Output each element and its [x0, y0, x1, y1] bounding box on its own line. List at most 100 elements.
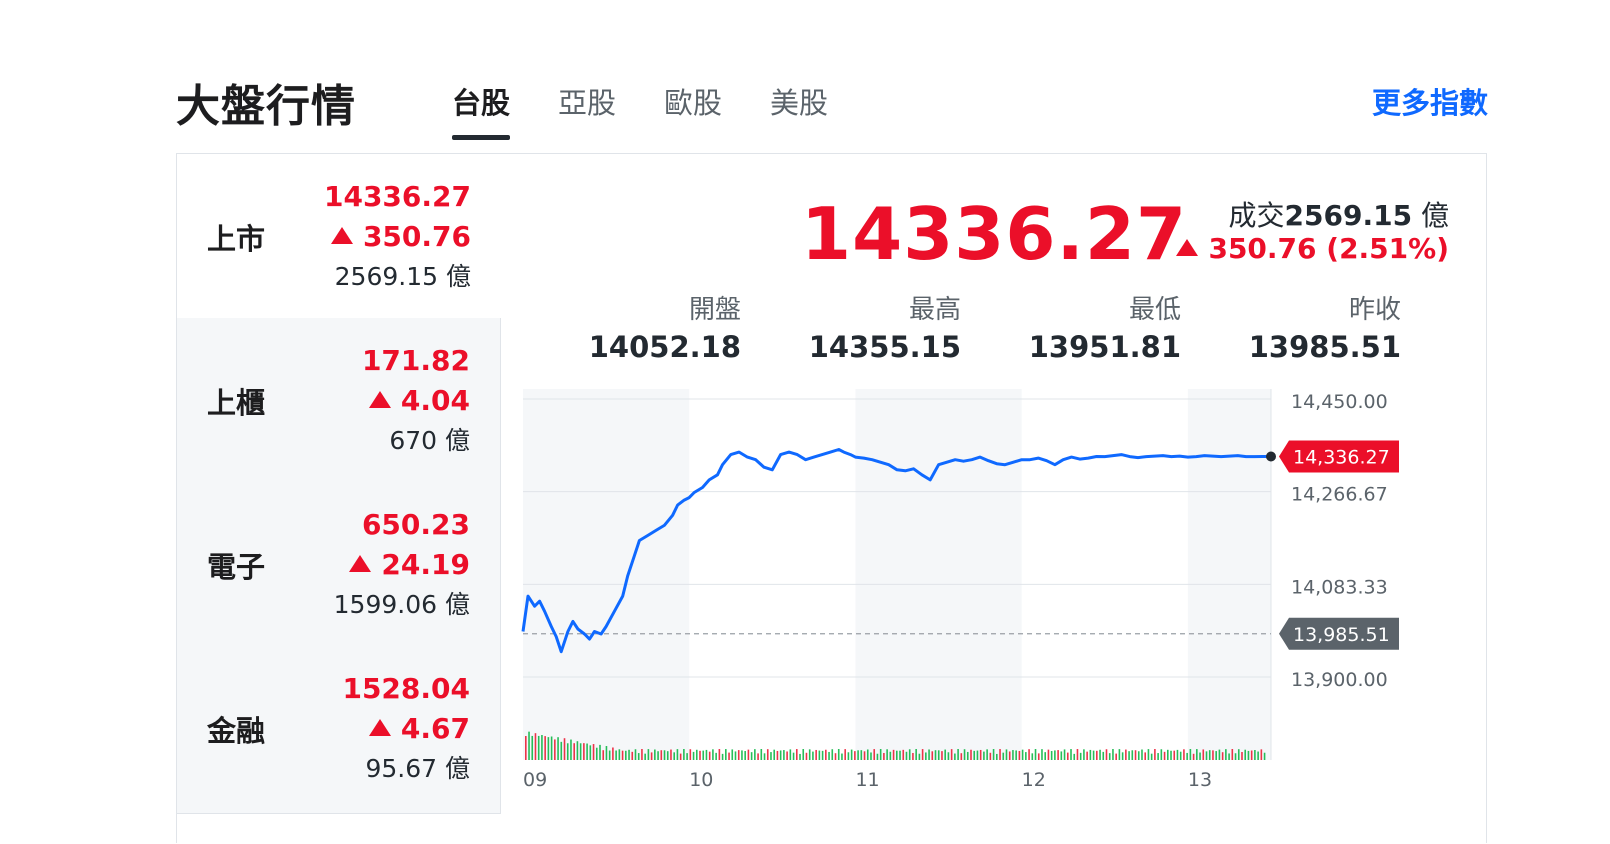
volume-bar: [899, 750, 901, 760]
index-volume-value: 95.67: [365, 754, 438, 783]
sidebar-item-otc[interactable]: 上櫃 171.82 4.04 670 億: [177, 318, 501, 486]
volume-bar: [592, 744, 595, 760]
volume-bar: [1163, 751, 1166, 760]
volume-bar: [847, 752, 850, 760]
index-change-value: 4.67: [400, 712, 470, 745]
volume-bar: [795, 749, 798, 760]
volume-bar: [1021, 749, 1024, 760]
current-point: [1266, 451, 1276, 462]
volume-bar: [770, 752, 772, 760]
volume-bar: [660, 750, 663, 760]
volume-bar: [1012, 750, 1014, 760]
volume-bar: [766, 749, 769, 760]
volume-bar: [595, 747, 598, 760]
volume-bar: [1212, 750, 1214, 760]
index-change: 4.67: [368, 712, 470, 745]
index-volume-unit: 億: [444, 590, 470, 619]
tab-asia[interactable]: 亞股: [558, 86, 617, 120]
intraday-chart[interactable]: 14,450.00 14,266.67 14,083.33 13,900.00 14,3…: [501, 154, 1487, 844]
x-tick-label: 13: [1188, 769, 1212, 791]
stat-low: 最低 13951.81: [1021, 289, 1181, 364]
volume-bar: [1134, 750, 1137, 760]
volume-bar: [1144, 752, 1147, 760]
sidebar-item-finance[interactable]: 金融 1528.04 4.67 95.67 億: [177, 646, 501, 814]
volume-bar: [957, 749, 959, 760]
volume-bar: [1057, 750, 1059, 760]
volume-bar: [996, 753, 998, 760]
price-line: [521, 448, 1271, 654]
volume-bar: [834, 753, 837, 760]
tab-taiwan[interactable]: 台股: [452, 80, 511, 140]
volume-bar: [802, 749, 805, 760]
volume-bar: [705, 749, 708, 760]
sidebar-item-listed[interactable]: 上市 14336.27 350.76 2569.15 億: [177, 154, 501, 322]
stat-label: 開盤: [688, 295, 741, 325]
volume-bar: [902, 749, 905, 760]
volume-bar: [1170, 750, 1172, 760]
volume-bar: [741, 750, 743, 760]
volume-bar: [1260, 749, 1263, 760]
volume-bar: [844, 749, 846, 760]
volume-bar: [876, 753, 879, 760]
volume-bar: [896, 750, 898, 760]
sidebar-item-electronics[interactable]: 電子 650.23 24.19 1599.06 億: [177, 482, 501, 650]
volume-bar: [1047, 749, 1050, 760]
volume-bar: [815, 749, 817, 760]
volume-bar: [1241, 752, 1243, 760]
volume-bar: [1202, 749, 1205, 760]
volume-bar: [573, 743, 575, 760]
tab-europe[interactable]: 歐股: [664, 86, 723, 120]
volume-bar: [631, 751, 634, 760]
volume-bar: [1218, 749, 1221, 760]
volume-bar: [925, 752, 927, 760]
volume-bar: [534, 733, 537, 760]
volume-bar: [718, 749, 721, 760]
volume-bar: [1173, 750, 1176, 760]
volume-bar: [931, 751, 934, 760]
tab-us[interactable]: 美股: [770, 86, 829, 120]
y-tick-label: 13,900.00: [1291, 669, 1388, 691]
volume-bar: [889, 751, 892, 760]
volume-bar: [799, 753, 801, 760]
volume-bar: [976, 750, 979, 760]
volume-bar: [892, 749, 895, 760]
volume-bar: [757, 753, 759, 760]
volume-bar: [589, 745, 592, 760]
up-arrow-icon: [368, 719, 391, 736]
current-price-badge: [1279, 440, 1399, 473]
volume-bar: [789, 749, 792, 760]
volume-bar: [1070, 749, 1072, 760]
volume-bar: [731, 749, 734, 760]
index-change-value: 24.19: [381, 548, 470, 581]
volume-bar: [673, 752, 675, 760]
volume-bar: [754, 749, 756, 760]
volume-bar: [1041, 749, 1043, 760]
volume-bar: [1131, 750, 1134, 760]
volume-bar: [1228, 753, 1230, 760]
volume-bar: [1221, 752, 1224, 760]
volume-bar: [737, 750, 740, 760]
volume-bar: [650, 752, 653, 760]
volume-bar: [618, 749, 621, 760]
hour-band: [855, 389, 1022, 760]
volume-bar: [599, 744, 601, 760]
more-indices-link[interactable]: 更多指數: [1371, 86, 1488, 120]
x-tick-label: 09: [523, 769, 547, 791]
volume-bar: [1137, 751, 1140, 760]
stat-value: 14355.15: [808, 330, 961, 364]
volume-bar: [712, 749, 714, 760]
volume-bar: [825, 749, 827, 760]
volume-bar: [1002, 752, 1005, 760]
volume-bar: [773, 749, 776, 760]
volume-bar: [1166, 749, 1169, 760]
volume-bar: [1044, 752, 1046, 760]
volume-bar: [1160, 749, 1163, 760]
volume-bar: [1028, 749, 1030, 760]
index-volume-unit: 億: [444, 426, 470, 455]
volume-bar: [1147, 749, 1150, 760]
volume-bar: [670, 749, 672, 760]
x-tick-label: 11: [855, 769, 879, 791]
index-volume-unit: 億: [444, 754, 470, 783]
index-volume: 670 億: [389, 421, 470, 457]
volume-bar: [528, 731, 530, 760]
